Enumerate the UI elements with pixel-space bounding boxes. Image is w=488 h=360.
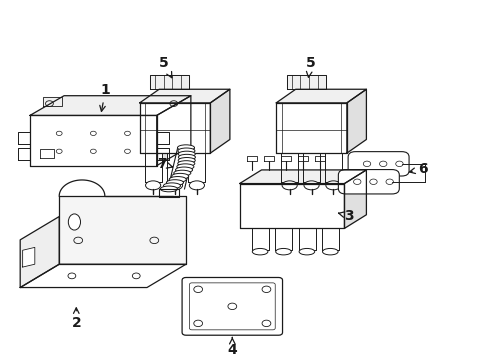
Ellipse shape	[299, 248, 314, 255]
Ellipse shape	[160, 186, 177, 192]
Ellipse shape	[163, 183, 180, 189]
FancyBboxPatch shape	[347, 152, 408, 176]
Ellipse shape	[68, 214, 81, 230]
Polygon shape	[239, 170, 366, 184]
Text: 2: 2	[71, 308, 81, 330]
Ellipse shape	[177, 164, 194, 170]
Polygon shape	[166, 153, 183, 182]
Polygon shape	[188, 153, 205, 182]
Polygon shape	[344, 170, 366, 228]
Polygon shape	[325, 153, 341, 182]
Polygon shape	[298, 228, 315, 250]
Ellipse shape	[178, 148, 195, 154]
FancyBboxPatch shape	[338, 170, 399, 194]
Ellipse shape	[167, 181, 182, 190]
Polygon shape	[30, 116, 157, 166]
Polygon shape	[275, 228, 292, 250]
Text: 7: 7	[157, 157, 172, 171]
Ellipse shape	[169, 176, 186, 182]
Polygon shape	[140, 89, 229, 103]
Polygon shape	[42, 96, 62, 105]
Polygon shape	[20, 216, 59, 288]
Ellipse shape	[173, 170, 190, 176]
Polygon shape	[150, 75, 189, 89]
Ellipse shape	[178, 151, 195, 157]
Polygon shape	[30, 96, 190, 116]
Polygon shape	[303, 153, 319, 182]
Polygon shape	[346, 89, 366, 153]
Ellipse shape	[177, 145, 194, 150]
Polygon shape	[286, 75, 325, 89]
Polygon shape	[40, 149, 54, 158]
Polygon shape	[59, 196, 185, 264]
Ellipse shape	[304, 181, 319, 190]
Ellipse shape	[177, 161, 194, 166]
Polygon shape	[18, 131, 30, 144]
Polygon shape	[159, 189, 178, 197]
Ellipse shape	[171, 174, 188, 179]
Polygon shape	[18, 148, 30, 160]
Text: 1: 1	[100, 83, 110, 111]
Text: 5: 5	[159, 57, 171, 78]
Ellipse shape	[178, 158, 195, 163]
Polygon shape	[239, 184, 344, 228]
Ellipse shape	[275, 248, 291, 255]
Text: 3: 3	[338, 209, 353, 223]
Polygon shape	[210, 89, 229, 153]
Ellipse shape	[282, 181, 297, 190]
Polygon shape	[276, 103, 346, 153]
Polygon shape	[140, 103, 210, 153]
Ellipse shape	[175, 167, 192, 173]
Polygon shape	[157, 96, 190, 166]
Polygon shape	[20, 264, 185, 288]
Polygon shape	[157, 131, 168, 144]
Text: 4: 4	[227, 338, 237, 357]
Polygon shape	[276, 89, 366, 103]
Ellipse shape	[252, 248, 267, 255]
Ellipse shape	[189, 181, 204, 190]
Polygon shape	[22, 247, 35, 267]
Ellipse shape	[145, 181, 161, 190]
Polygon shape	[322, 228, 338, 250]
Ellipse shape	[166, 180, 183, 185]
Ellipse shape	[322, 248, 337, 255]
Ellipse shape	[325, 181, 340, 190]
Polygon shape	[251, 228, 268, 250]
Polygon shape	[157, 148, 168, 160]
FancyBboxPatch shape	[182, 278, 282, 335]
Polygon shape	[144, 153, 161, 182]
Text: 6: 6	[408, 162, 427, 176]
Ellipse shape	[178, 154, 195, 160]
Polygon shape	[281, 153, 298, 182]
Text: 5: 5	[305, 57, 315, 77]
